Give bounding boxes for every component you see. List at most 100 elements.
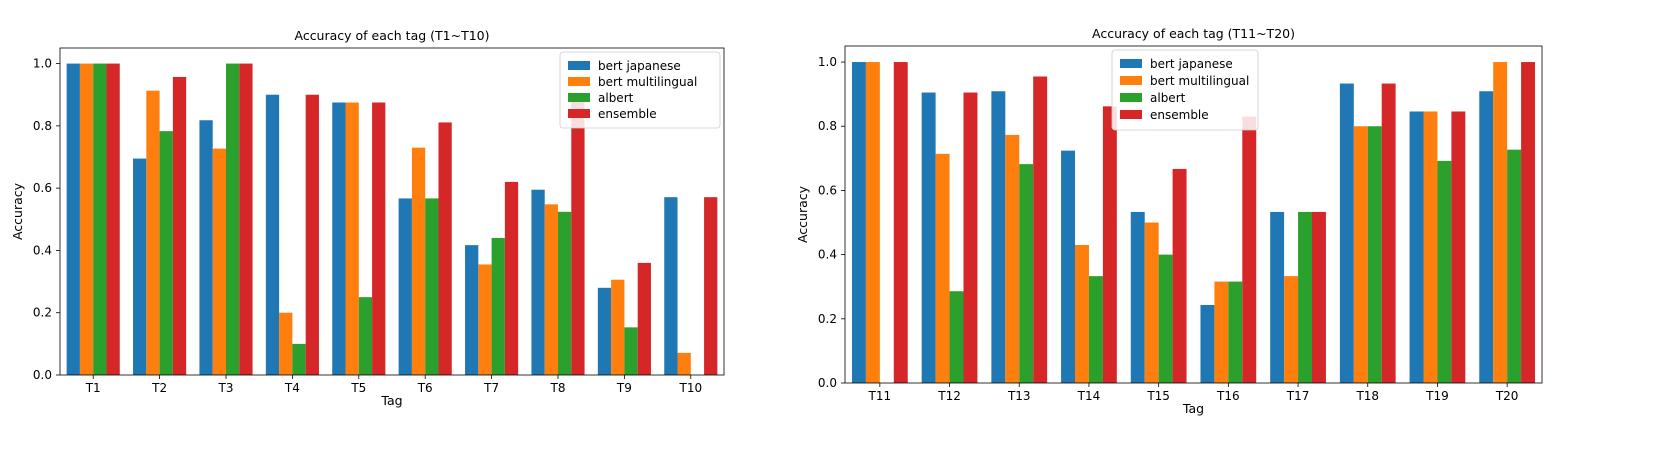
bar-ensemble-T20 — [1521, 62, 1536, 384]
bar-bert-japanese-T12 — [921, 92, 936, 384]
x-tick-label: T5 — [350, 381, 366, 395]
legend-label: bert multilingual — [1150, 74, 1249, 88]
y-axis-label: Accuracy — [795, 185, 810, 243]
bar-ensemble-T1 — [106, 63, 120, 375]
bar-bert-multilingual-T8 — [544, 204, 558, 375]
x-tick-label: T7 — [483, 381, 499, 395]
legend-swatch-bert-japanese — [1120, 59, 1142, 68]
legend-label: bert japanese — [598, 59, 681, 73]
bar-albert-T6 — [425, 198, 439, 375]
legend: bert japanese bert multilingual albert ense… — [559, 51, 721, 129]
bar-bert-japanese-T13 — [991, 91, 1006, 384]
bar-bert-japanese-T19 — [1409, 111, 1424, 383]
y-tick-label: 1.0 — [33, 57, 52, 71]
bar-ensemble-T15 — [1172, 168, 1187, 383]
x-tick-label: T18 — [1355, 389, 1379, 403]
bar-bert-japanese-T7 — [465, 245, 479, 375]
bar-bert-multilingual-T14 — [1075, 244, 1089, 383]
legend-label: bert multilingual — [598, 75, 697, 89]
y-tick-label: 0.6 — [33, 181, 52, 195]
x-tick-label: T17 — [1286, 389, 1310, 403]
x-axis-label: Tag — [380, 393, 402, 408]
bar-albert-T9 — [624, 327, 638, 375]
bar-ensemble-T12 — [963, 92, 978, 384]
bar-bert-japanese-T4 — [265, 94, 280, 375]
bar-ensemble-T17 — [1311, 211, 1326, 383]
bar-ensemble-T4 — [305, 94, 319, 375]
bar-bert-multilingual-T10 — [677, 352, 691, 375]
legend-swatch-bert-multilingual — [568, 77, 590, 86]
x-tick-label: T2 — [151, 381, 167, 395]
bar-bert-japanese-T1 — [66, 63, 80, 375]
bar-ensemble-T8 — [571, 93, 585, 376]
bar-albert-T14 — [1088, 276, 1103, 383]
chart-right-svg: Accuracy of each tag (T11~T20) 0.0 0.2 0.4 0… — [795, 26, 1543, 416]
bar-bert-multilingual-T15 — [1144, 222, 1159, 383]
bar-ensemble-T6 — [438, 122, 452, 375]
x-axis-label: Tag — [1182, 401, 1204, 416]
bar-ensemble-T9 — [637, 262, 651, 375]
legend-box — [559, 51, 721, 129]
y-tick-label: 0.6 — [818, 183, 837, 197]
legend: bert japanese bert multilingual albert ense… — [1111, 49, 1259, 131]
chart-right: Accuracy of each tag (T11~T20) 0.0 0.2 0.4 0… — [790, 0, 1610, 456]
x-tick-label: T15 — [1146, 389, 1170, 403]
bar-bert-multilingual-T18 — [1353, 126, 1368, 383]
chart-left-svg: Accuracy of each tag (T1~T10) 0.0 0.2 0.4 0.… — [10, 28, 725, 408]
bar-bert-japanese-T8 — [531, 189, 545, 375]
x-tick-label: T10 — [678, 381, 702, 395]
bar-bert-multilingual-T2 — [146, 90, 160, 375]
legend-label: ensemble — [598, 107, 657, 121]
bar-ensemble-T2 — [172, 76, 187, 375]
bar-bert-multilingual-T9 — [611, 279, 625, 375]
bar-bert-japanese-T17 — [1270, 211, 1285, 383]
bar-ensemble-T10 — [704, 197, 718, 375]
bar-bert-multilingual-T20 — [1493, 62, 1508, 384]
bar-bert-japanese-T3 — [199, 120, 213, 375]
bar-ensemble-T5 — [372, 102, 386, 375]
bar-bert-multilingual-T11 — [865, 62, 880, 384]
bar-bert-japanese-T16 — [1200, 305, 1215, 383]
bar-albert-T4 — [292, 343, 306, 375]
bar-albert-T5 — [358, 297, 373, 375]
y-tick-label: 1.0 — [818, 55, 837, 69]
bar-ensemble-T11 — [893, 62, 908, 384]
chart-left: Accuracy of each tag (T1~T10) 0.0 0.2 0.4 0.… — [0, 0, 760, 456]
legend-swatch-ensemble — [568, 109, 590, 118]
bar-bert-multilingual-T7 — [478, 264, 492, 375]
bar-bert-multilingual-T19 — [1423, 111, 1438, 383]
bar-bert-japanese-T5 — [332, 102, 346, 375]
bar-albert-T12 — [949, 291, 964, 383]
y-axis-label: Accuracy — [10, 182, 25, 240]
x-tick-label: T11 — [868, 389, 892, 403]
bar-bert-japanese-T10 — [664, 197, 678, 375]
y-tick-label: 0.8 — [33, 119, 52, 133]
y-tick-label: 0.0 — [818, 376, 837, 390]
x-tick-label: T16 — [1216, 389, 1240, 403]
legend-label: ensemble — [1150, 108, 1209, 122]
plot-frame — [844, 45, 1543, 384]
bar-ensemble-T13 — [1033, 76, 1048, 383]
bar-bert-multilingual-T1 — [79, 63, 94, 375]
legend-swatch-bert-multilingual — [1120, 76, 1142, 85]
bar-albert-T20 — [1507, 149, 1522, 383]
y-tick-label: 0.8 — [818, 119, 837, 133]
bar-bert-japanese-T6 — [398, 198, 412, 375]
bar-albert-T8 — [558, 211, 572, 375]
x-tick-label: T8 — [550, 381, 566, 395]
x-tick-label: T3 — [218, 381, 234, 395]
x-tick-label: T6 — [417, 381, 433, 395]
x-tick-label: T4 — [284, 381, 300, 395]
chart-title: Accuracy of each tag (T1~T10) — [294, 28, 489, 43]
bar-ensemble-T18 — [1381, 83, 1396, 384]
bar-bert-multilingual-T3 — [212, 148, 226, 375]
bar-albert-T18 — [1367, 126, 1382, 383]
y-tick-label: 0.0 — [33, 368, 52, 382]
bar-bert-japanese-T20 — [1479, 91, 1494, 384]
bar-albert-T3 — [226, 63, 240, 375]
plot-frame — [59, 47, 725, 376]
x-tick-label: T9 — [616, 381, 632, 395]
bar-albert-T15 — [1158, 254, 1173, 383]
bar-albert-T7 — [491, 237, 505, 375]
legend-swatch-ensemble — [1120, 110, 1142, 119]
